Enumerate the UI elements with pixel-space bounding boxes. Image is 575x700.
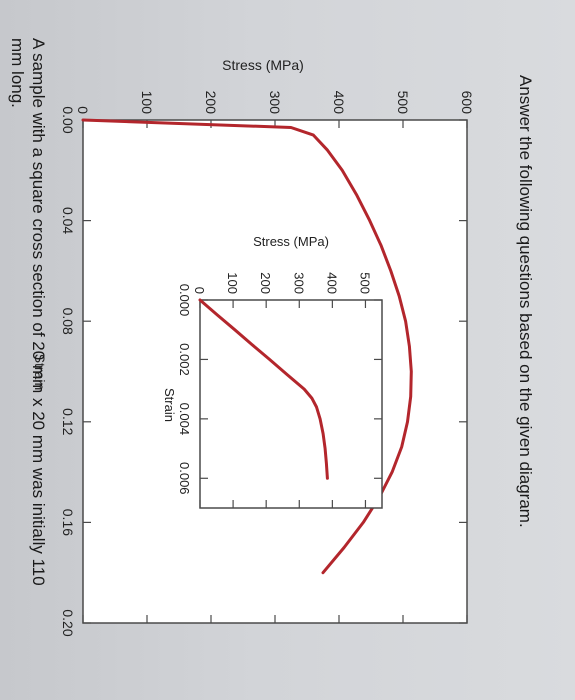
main-y-axis-title: Stress (MPa) xyxy=(222,57,304,73)
inset-stress-strain-curve xyxy=(198,298,329,480)
inset-x-tick-label: 0.004 xyxy=(177,403,192,436)
main-y-tick-label: 600 xyxy=(459,91,475,115)
main-x-tick-label: 0.16 xyxy=(60,509,76,536)
main-y-tick-label: 200 xyxy=(203,91,219,115)
inset-x-tick-label: 0.006 xyxy=(177,462,192,495)
inset-plot-frame xyxy=(199,299,383,509)
main-x-tick-label: 0.12 xyxy=(60,408,76,435)
main-y-tick-label: 500 xyxy=(395,91,411,115)
inset-x-tick-label: 0.002 xyxy=(177,343,192,376)
inset-chart: 0.000 0.002 0.004 0.006 0 100 200 300 400 500 St… xyxy=(162,234,383,509)
inset-x-tick-label: 0.000 xyxy=(177,284,192,317)
inset-y-axis-title: Stress (MPa) xyxy=(253,234,329,249)
inset-y-tick-label: 100 xyxy=(225,272,240,294)
inset-y-tick-label: 300 xyxy=(291,272,306,294)
main-x-tick-label: 0.00 xyxy=(60,106,76,133)
inset-y-tick-label: 500 xyxy=(357,272,372,294)
main-stress-strain-curve xyxy=(81,118,413,575)
main-y-tick-label: 300 xyxy=(267,91,283,115)
main-x-tick-label: 0.04 xyxy=(60,207,76,234)
main-x-tick-label: 0.20 xyxy=(60,609,76,636)
main-x-axis-title: Strain xyxy=(32,354,48,391)
question-text-line-1: A sample with a square cross section of … xyxy=(29,38,48,586)
main-x-tick-label: 0.08 xyxy=(60,308,76,335)
inset-y-tick-label: 400 xyxy=(324,272,339,294)
main-y-tick-label: 0 xyxy=(75,106,91,114)
main-y-tick-label: 100 xyxy=(139,91,155,115)
question-text-line-2: mm long. xyxy=(8,38,27,108)
main-y-tick-label: 400 xyxy=(331,91,347,115)
inset-y-tick-label: 200 xyxy=(258,272,273,294)
inset-y-tick-label: 0 xyxy=(192,287,207,294)
inset-x-axis-title: Strain xyxy=(162,388,177,422)
